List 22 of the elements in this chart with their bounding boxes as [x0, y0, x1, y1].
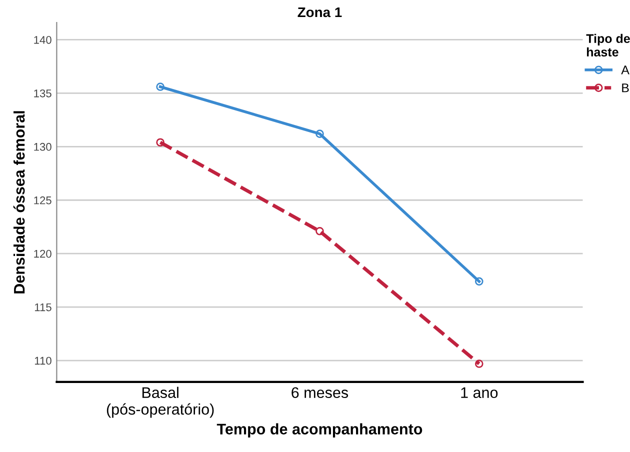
y-tick-label: 125 — [34, 196, 52, 204]
y-tick-label: 120 — [34, 250, 52, 258]
x-tick-label: Basal (pós-operatório) — [106, 386, 214, 418]
point — [474, 277, 484, 286]
legend-label: A — [621, 66, 630, 74]
chart-title: Zona 1 — [298, 7, 342, 18]
legend-title: Tipo de haste — [586, 34, 630, 56]
y-tick-label: 130 — [34, 142, 52, 151]
x-axis-title: Tempo de acompanhamento — [216, 423, 422, 438]
point — [474, 360, 484, 368]
legend-label: B — [622, 84, 629, 92]
y-tick-label: 110 — [34, 356, 52, 365]
y-tick-label: 115 — [34, 303, 52, 312]
point — [316, 130, 324, 138]
point — [156, 82, 164, 91]
point — [316, 226, 324, 236]
x-tick-label: 1 ano — [461, 387, 498, 398]
point — [156, 138, 164, 147]
x-tick-label: 6 meses — [292, 387, 348, 398]
y-axis-title: Densidade óssea femoral — [13, 111, 25, 294]
y-tick-label: 135 — [34, 89, 52, 98]
y-tick-label: 140 — [34, 36, 52, 44]
